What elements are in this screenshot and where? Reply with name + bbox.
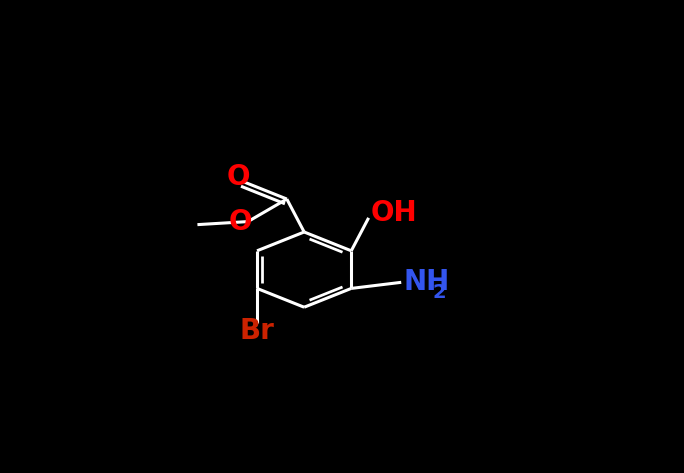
Text: OH: OH bbox=[371, 199, 418, 227]
Text: 2: 2 bbox=[433, 283, 447, 302]
Text: O: O bbox=[229, 208, 252, 236]
Text: O: O bbox=[226, 163, 250, 191]
Text: NH: NH bbox=[404, 268, 450, 296]
Text: Br: Br bbox=[239, 316, 274, 345]
